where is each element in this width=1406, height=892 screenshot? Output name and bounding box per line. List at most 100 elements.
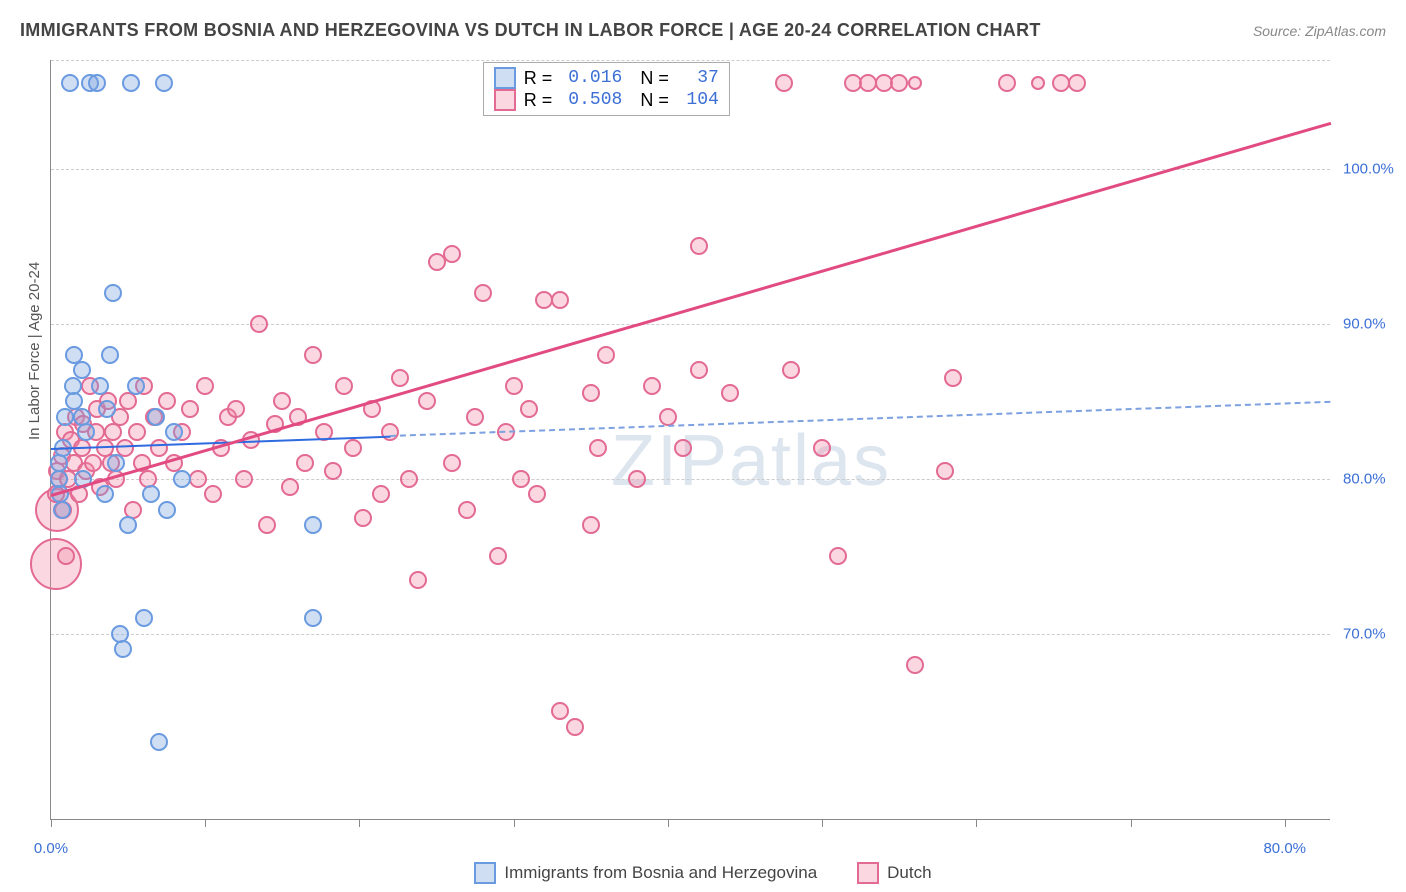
scatter-point-b — [150, 439, 168, 457]
scatter-point-a — [96, 485, 114, 503]
scatter-point-a — [142, 485, 160, 503]
scatter-point-b — [944, 369, 962, 387]
scatter-point-b — [400, 470, 418, 488]
scatter-point-b — [674, 439, 692, 457]
scatter-point-b — [489, 547, 507, 565]
scatter-point-b — [466, 408, 484, 426]
scatter-point-b — [782, 361, 800, 379]
x-tick — [1131, 819, 1132, 827]
y-tick-label: 80.0% — [1343, 470, 1386, 487]
scatter-point-b — [628, 470, 646, 488]
legend-n-label: N = — [640, 90, 669, 111]
scatter-point-b — [324, 462, 342, 480]
legend-top: R = 0.016 N = 37R = 0.508 N = 104 — [483, 62, 730, 116]
x-tick — [514, 819, 515, 827]
scatter-point-a — [53, 501, 71, 519]
legend-r-value-b: 0.508 — [560, 90, 622, 110]
trend-line — [51, 122, 1332, 497]
y-tick-label: 70.0% — [1343, 625, 1386, 642]
scatter-point-b — [597, 346, 615, 364]
watermark: ZIPatlas — [611, 420, 891, 502]
scatter-point-b — [890, 74, 908, 92]
scatter-point-b — [250, 315, 268, 333]
scatter-point-b — [227, 400, 245, 418]
legend-swatch-b — [494, 89, 516, 111]
gridline-h — [51, 169, 1330, 170]
title-bar: IMMIGRANTS FROM BOSNIA AND HERZEGOVINA V… — [20, 20, 1386, 41]
legend-n-value-b: 104 — [677, 90, 719, 110]
scatter-point-b — [296, 454, 314, 472]
scatter-point-a — [50, 454, 68, 472]
legend-bottom: Immigrants from Bosnia and Herzegovina D… — [0, 862, 1406, 884]
scatter-point-b — [551, 702, 569, 720]
scatter-point-b — [582, 384, 600, 402]
scatter-point-a — [304, 609, 322, 627]
chart-container: IMMIGRANTS FROM BOSNIA AND HERZEGOVINA V… — [0, 0, 1406, 892]
legend-r-label: R = — [524, 68, 553, 89]
x-tick — [359, 819, 360, 827]
scatter-point-b — [589, 439, 607, 457]
scatter-point-b — [528, 485, 546, 503]
scatter-point-b — [551, 291, 569, 309]
scatter-point-b — [304, 346, 322, 364]
scatter-point-b — [829, 547, 847, 565]
scatter-point-b — [474, 284, 492, 302]
scatter-point-b — [813, 439, 831, 457]
scatter-point-b — [409, 571, 427, 589]
scatter-point-b — [690, 361, 708, 379]
legend-label-b: Dutch — [887, 863, 931, 883]
gridline-h — [51, 60, 1330, 61]
scatter-point-b — [281, 478, 299, 496]
x-tick — [1285, 819, 1286, 827]
legend-n-label: N = — [640, 68, 669, 89]
scatter-point-a — [150, 733, 168, 751]
scatter-point-b — [721, 384, 739, 402]
scatter-point-a — [147, 408, 165, 426]
scatter-point-b — [235, 470, 253, 488]
legend-item-b: Dutch — [857, 862, 931, 884]
scatter-point-b — [381, 423, 399, 441]
scatter-point-b — [512, 470, 530, 488]
scatter-point-a — [101, 346, 119, 364]
scatter-point-a — [122, 74, 140, 92]
scatter-point-b — [158, 392, 176, 410]
scatter-point-b — [906, 656, 924, 674]
x-tick-label: 80.0% — [1263, 840, 1306, 857]
scatter-point-b — [1031, 76, 1045, 90]
scatter-point-b — [458, 501, 476, 519]
legend-n-value-a: 37 — [677, 68, 719, 88]
scatter-point-b — [273, 392, 291, 410]
legend-swatch-a — [494, 67, 516, 89]
x-tick — [205, 819, 206, 827]
scatter-point-b — [505, 377, 523, 395]
scatter-point-a — [114, 640, 132, 658]
scatter-point-b — [659, 408, 677, 426]
scatter-point-b — [30, 538, 82, 590]
scatter-point-b — [775, 74, 793, 92]
plot-area: ZIPatlas 70.0%80.0%90.0%100.0%0.0%80.0%R… — [50, 60, 1330, 820]
scatter-point-b — [690, 237, 708, 255]
scatter-point-b — [520, 400, 538, 418]
legend-top-row-b: R =0.508N =104 — [494, 89, 719, 111]
y-tick-label: 100.0% — [1343, 160, 1394, 177]
scatter-point-b — [258, 516, 276, 534]
scatter-point-a — [127, 377, 145, 395]
legend-top-row-a: R = 0.016 N = 37 — [494, 67, 719, 89]
scatter-point-a — [98, 400, 116, 418]
scatter-point-a — [77, 423, 95, 441]
scatter-point-b — [335, 377, 353, 395]
legend-r-value-a: 0.016 — [560, 68, 622, 88]
scatter-point-a — [155, 74, 173, 92]
legend-label-a: Immigrants from Bosnia and Herzegovina — [504, 863, 817, 883]
scatter-point-b — [344, 439, 362, 457]
legend-item-a: Immigrants from Bosnia and Herzegovina — [474, 862, 817, 884]
scatter-point-b — [582, 516, 600, 534]
x-tick — [668, 819, 669, 827]
gridline-h — [51, 324, 1330, 325]
scatter-point-a — [61, 74, 79, 92]
x-tick — [51, 819, 52, 827]
x-tick — [976, 819, 977, 827]
scatter-point-b — [119, 392, 137, 410]
scatter-point-a — [304, 516, 322, 534]
scatter-point-b — [391, 369, 409, 387]
